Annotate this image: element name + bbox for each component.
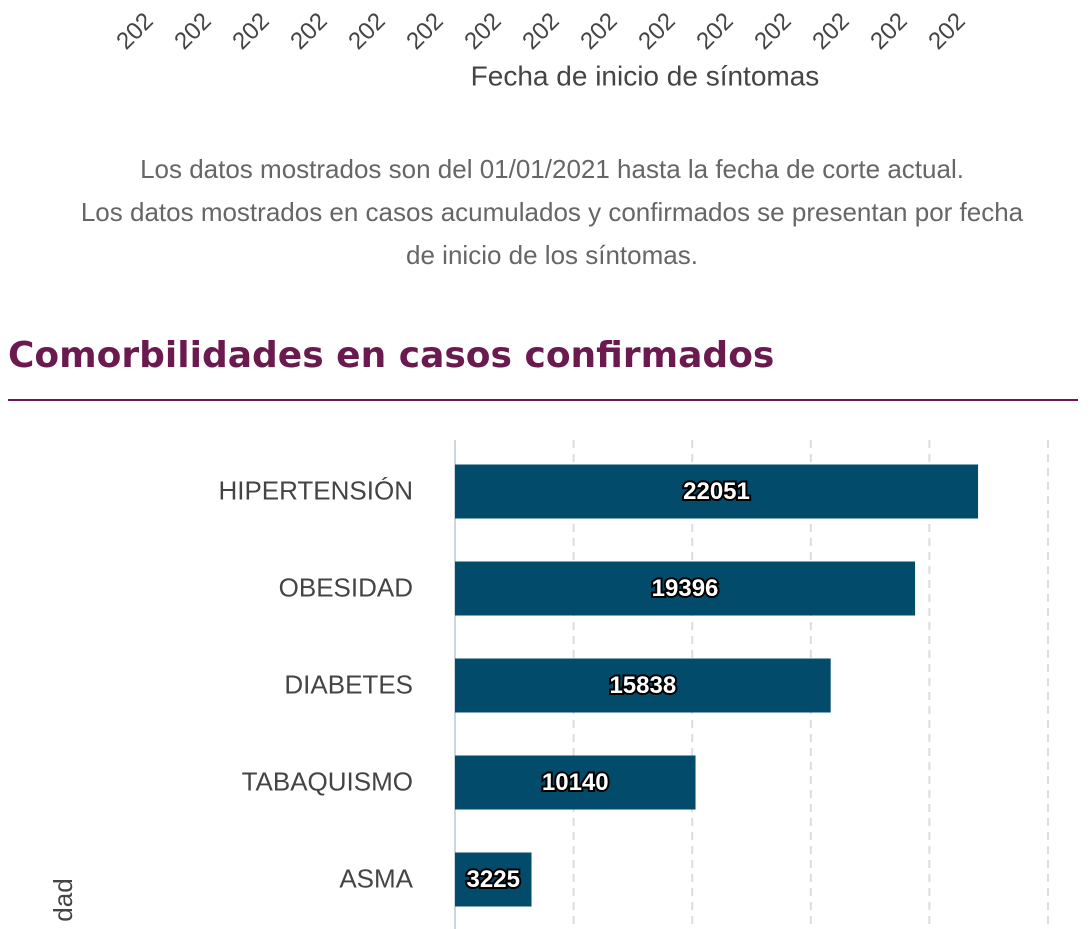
y-tick-label: DIABETES bbox=[284, 669, 413, 699]
value-label: 3225 bbox=[467, 866, 520, 893]
bar bbox=[455, 464, 979, 519]
bar bbox=[455, 658, 831, 713]
value-label: 10140 bbox=[542, 769, 609, 796]
value-label: 15838 bbox=[609, 672, 676, 699]
previous-x-tick-fragment: 202 bbox=[691, 8, 738, 55]
previous-x-tick-fragment: 202 bbox=[169, 8, 216, 55]
previous-x-tick-fragment: 202 bbox=[343, 8, 390, 55]
previous-x-tick-fragment: 202 bbox=[749, 8, 796, 55]
previous-x-tick-fragment: 202 bbox=[807, 8, 854, 55]
value-label: 22051 bbox=[683, 478, 750, 505]
y-axis-title: dad bbox=[48, 878, 78, 921]
note-line: de inicio de los síntomas. bbox=[406, 240, 698, 270]
note-line: Los datos mostrados en casos acumulados … bbox=[81, 197, 1024, 227]
bar bbox=[455, 852, 532, 907]
previous-x-tick-fragment: 202 bbox=[517, 8, 564, 55]
previous-x-tick-fragment: 202 bbox=[285, 8, 332, 55]
y-tick-label: TABAQUISMO bbox=[242, 766, 413, 796]
y-tick-label: ASMA bbox=[339, 863, 413, 893]
previous-x-tick-fragment: 202 bbox=[227, 8, 274, 55]
previous-x-tick-fragment: 202 bbox=[575, 8, 622, 55]
y-tick-label: OBESIDAD bbox=[279, 572, 413, 602]
previous-x-tick-fragment: 202 bbox=[865, 8, 912, 55]
section-title: Comorbilidades en casos confirmados bbox=[8, 335, 774, 376]
bar bbox=[455, 561, 916, 616]
previous-x-axis-title: Fecha de inicio de síntomas bbox=[471, 60, 820, 91]
value-label: 19396 bbox=[652, 575, 719, 602]
previous-x-tick-fragment: 202 bbox=[111, 8, 158, 55]
previous-x-tick-fragment: 202 bbox=[923, 8, 970, 55]
previous-x-tick-fragment: 202 bbox=[401, 8, 448, 55]
note-line: Los datos mostrados son del 01/01/2021 h… bbox=[140, 154, 964, 184]
bar bbox=[455, 755, 696, 810]
previous-x-tick-fragment: 202 bbox=[459, 8, 506, 55]
previous-x-tick-fragment: 202 bbox=[633, 8, 680, 55]
y-tick-label: HIPERTENSIÓN bbox=[218, 475, 413, 505]
